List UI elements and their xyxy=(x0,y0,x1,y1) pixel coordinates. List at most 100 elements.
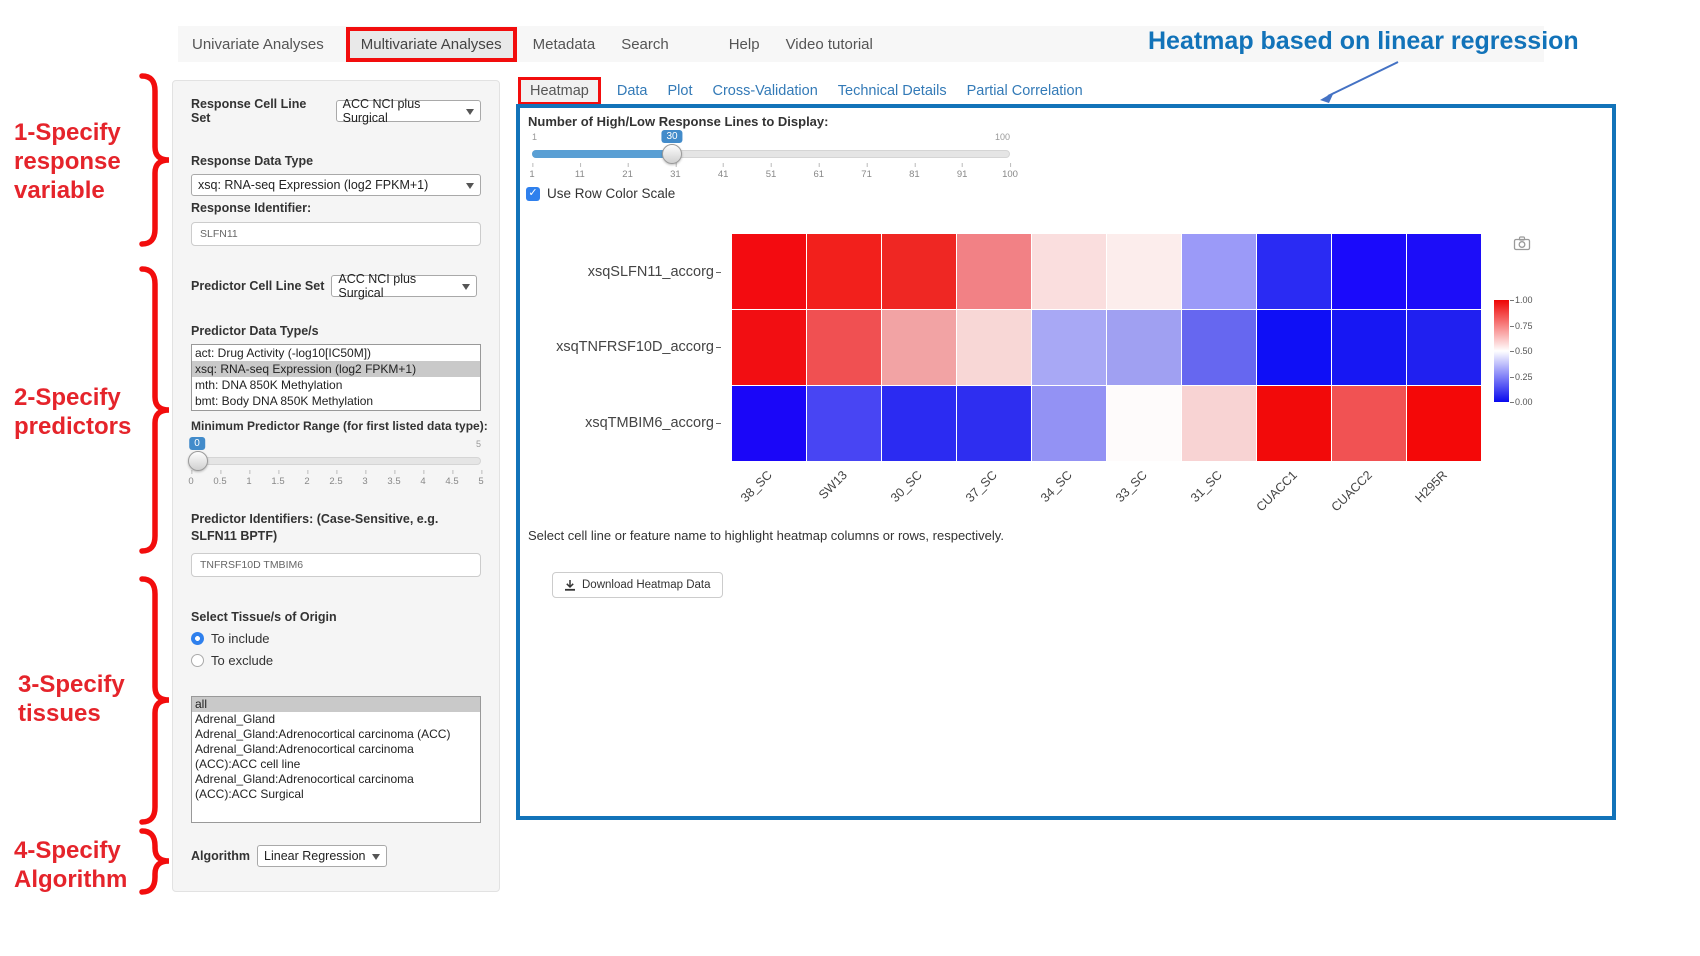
heatmap-row-label-xsqtmbim6-accorg[interactable]: xsqTMBIM6_accorg xyxy=(520,385,722,460)
predictor-data-type-option[interactable]: bmt: Body DNA 850K Methylation xyxy=(195,394,374,408)
heatmap-row-label-xsqslfn11-accorg[interactable]: xsqSLFN11_accorg xyxy=(520,234,722,309)
colorbar-tick: 0.00 xyxy=(1510,397,1533,407)
heatmap-cell-xsqslfn11-accorg-sw13[interactable] xyxy=(807,234,881,309)
heatmap-cell-xsqtnfrsf10d-accorg-37-sc[interactable] xyxy=(957,310,1031,385)
radio-to-include[interactable]: To include xyxy=(191,631,481,646)
tissue-option[interactable]: Adrenal_Gland xyxy=(195,712,276,726)
result-tabs: Heatmap Data Plot Cross-Validation Technical… xyxy=(518,77,1103,105)
camera-icon[interactable] xyxy=(1513,236,1531,251)
heatmap-column-label-cuacc2[interactable]: CUACC2 xyxy=(1328,468,1375,515)
heatmap-row-label-xsqtnfrsf10d-accorg[interactable]: xsqTNFRSF10D_accorg xyxy=(520,309,722,384)
heatmap-column-label-sw13[interactable]: SW13 xyxy=(815,468,850,502)
heatmap-column-label-38-sc[interactable]: 38_SC xyxy=(737,468,775,505)
heatmap-column-label-34-sc[interactable]: 34_SC xyxy=(1037,468,1075,505)
heatmap-cell-xsqslfn11-accorg-37-sc[interactable] xyxy=(957,234,1031,309)
tissue-option[interactable]: all xyxy=(192,697,480,712)
download-heatmap-data-button[interactable]: Download Heatmap Data xyxy=(552,572,723,598)
heatmap-cell-xsqslfn11-accorg-31-sc[interactable] xyxy=(1182,234,1256,309)
heatmap-column-label-31-sc[interactable]: 31_SC xyxy=(1187,468,1225,505)
heatmap-cell-xsqslfn11-accorg-cuacc2[interactable] xyxy=(1332,234,1406,309)
tissue-option[interactable]: Adrenal_Gland:Adrenocortical carcinoma (… xyxy=(195,772,414,801)
heatmap-column-label-30-sc[interactable]: 30_SC xyxy=(887,468,925,505)
nav-item-metadata[interactable]: Metadata xyxy=(532,35,596,53)
tab-heatmap[interactable]: Heatmap xyxy=(518,77,601,105)
slider-max-label: 5 xyxy=(475,439,481,449)
predictor-identifiers-input[interactable] xyxy=(191,553,481,577)
response-cell-line-set-select[interactable]: ACC NCI plus Surgical xyxy=(335,97,481,125)
heatmap-cell-xsqslfn11-accorg-h295r[interactable] xyxy=(1407,234,1481,309)
tab-partial-correlation[interactable]: Partial Correlation xyxy=(966,83,1083,99)
predictor-cell-line-set-select[interactable]: ACC NCI plus Surgical xyxy=(331,272,478,300)
chevron-down-icon xyxy=(462,283,471,294)
heatmap-cell-xsqtnfrsf10d-accorg-cuacc1[interactable] xyxy=(1257,310,1331,385)
nav-item-multivariate-analyses[interactable]: Multivariate Analyses xyxy=(345,26,517,62)
predictor-data-type-option[interactable]: mth: DNA 850K Methylation xyxy=(195,378,343,392)
predictor-cell-line-set-label: Predictor Cell Line Set xyxy=(191,279,325,293)
slider-handle[interactable] xyxy=(188,451,208,471)
slider-tick-label: 0.5 xyxy=(213,470,227,487)
heatmap-cell-xsqtmbim6-accorg-cuacc2[interactable] xyxy=(1332,386,1406,461)
radio-label: To include xyxy=(211,631,270,646)
nav-item-video-tutorial[interactable]: Video tutorial xyxy=(785,35,873,53)
heatmap-cell-xsqtmbim6-accorg-33-sc[interactable] xyxy=(1107,386,1181,461)
radio-button-icon xyxy=(191,654,204,667)
nav-item-help[interactable]: Help xyxy=(728,35,760,53)
heatmap-cell-xsqslfn11-accorg-30-sc[interactable] xyxy=(882,234,956,309)
response-identifier-input[interactable] xyxy=(191,222,481,246)
heatmap-cell-xsqslfn11-accorg-38-sc[interactable] xyxy=(732,234,806,309)
predictor-data-type-option[interactable]: act: Drug Activity (-log10[IC50M]) xyxy=(195,346,372,360)
heatmap-cell-xsqslfn11-accorg-33-sc[interactable] xyxy=(1107,234,1181,309)
slider-tick-label: 2.5 xyxy=(329,470,343,487)
colorbar-tick: 1.00 xyxy=(1510,295,1533,305)
heatmap-cell-xsqtnfrsf10d-accorg-38-sc[interactable] xyxy=(732,310,806,385)
radio-to-exclude[interactable]: To exclude xyxy=(191,653,481,668)
heatmap-colorbar xyxy=(1494,300,1509,402)
slider-tick-label: 91 xyxy=(956,163,968,180)
slider-track[interactable] xyxy=(191,457,481,465)
heatmap-column-label-37-sc[interactable]: 37_SC xyxy=(962,468,1000,505)
heatmap-cell-xsqtmbim6-accorg-sw13[interactable] xyxy=(807,386,881,461)
analysis-form-sidebar: Response Cell Line Set ACC NCI plus Surg… xyxy=(172,80,500,892)
heatmap-column-label-33-sc[interactable]: 33_SC xyxy=(1112,468,1150,505)
heatmap-cell-xsqtnfrsf10d-accorg-30-sc[interactable] xyxy=(882,310,956,385)
heatmap-cell-xsqtnfrsf10d-accorg-34-sc[interactable] xyxy=(1032,310,1106,385)
row-color-scale-checkbox[interactable]: ✓ Use Row Color Scale xyxy=(526,186,675,201)
chevron-down-icon xyxy=(466,182,474,193)
tab-technical-details[interactable]: Technical Details xyxy=(837,83,947,99)
algorithm-select[interactable]: Linear Regression xyxy=(257,845,388,867)
heatmap-cell-xsqtnfrsf10d-accorg-cuacc2[interactable] xyxy=(1332,310,1406,385)
heatmap-cell-xsqtnfrsf10d-accorg-33-sc[interactable] xyxy=(1107,310,1181,385)
nav-item-search[interactable]: Search xyxy=(621,35,669,53)
slider-tick-label: 61 xyxy=(813,163,825,180)
heatmap-cell-xsqtmbim6-accorg-34-sc[interactable] xyxy=(1032,386,1106,461)
tissue-listbox: all Adrenal_Gland Adrenal_Gland:Adrenocort… xyxy=(191,696,481,823)
predictor-data-type-option[interactable]: xsq: RNA-seq Expression (log2 FPKM+1) xyxy=(192,361,480,377)
heatmap-cell-xsqslfn11-accorg-cuacc1[interactable] xyxy=(1257,234,1331,309)
heatmap-cell-xsqtmbim6-accorg-h295r[interactable] xyxy=(1407,386,1481,461)
heatmap-cell-xsqtnfrsf10d-accorg-sw13[interactable] xyxy=(807,310,881,385)
heatmap-column-label-h295r[interactable]: H295R xyxy=(1412,468,1450,506)
heatmap-cell-xsqtmbim6-accorg-cuacc1[interactable] xyxy=(1257,386,1331,461)
heatmap-cell-xsqtmbim6-accorg-31-sc[interactable] xyxy=(1182,386,1256,461)
slider-tick-labels: 0 0.5 1 1.5 2 2.5 3 3.5 4 4.5 5 xyxy=(188,470,484,487)
tissue-option[interactable]: Adrenal_Gland:Adrenocortical carcinoma (… xyxy=(195,742,414,771)
heatmap-cell-xsqtmbim6-accorg-38-sc[interactable] xyxy=(732,386,806,461)
tab-data[interactable]: Data xyxy=(616,83,648,99)
tab-cross-validation[interactable]: Cross-Validation xyxy=(712,83,818,99)
response-lines-slider[interactable]: 1 100 30 1 11 21 31 41 51 61 71 81 91 100 xyxy=(529,130,1018,182)
response-data-type-select[interactable]: xsq: RNA-seq Expression (log2 FPKM+1) xyxy=(191,174,481,196)
heatmap-cell-xsqslfn11-accorg-34-sc[interactable] xyxy=(1032,234,1106,309)
tissue-option[interactable]: Adrenal_Gland:Adrenocortical carcinoma (… xyxy=(195,727,451,741)
heatmap-cell-xsqtnfrsf10d-accorg-31-sc[interactable] xyxy=(1182,310,1256,385)
nav-item-univariate-analyses[interactable]: Univariate Analyses xyxy=(192,35,324,53)
tab-plot[interactable]: Plot xyxy=(667,83,693,99)
slider-handle[interactable] xyxy=(662,144,683,164)
slider-tick-label: 71 xyxy=(861,163,872,180)
heatmap-column-label-cuacc1[interactable]: CUACC1 xyxy=(1253,468,1300,515)
slider-tick-label: 21 xyxy=(622,163,633,180)
heatmap-cell-xsqtmbim6-accorg-37-sc[interactable] xyxy=(957,386,1031,461)
slider-tick-label: 11 xyxy=(574,163,585,180)
heatmap-cell-xsqtmbim6-accorg-30-sc[interactable] xyxy=(882,386,956,461)
heatmap-cell-xsqtnfrsf10d-accorg-h295r[interactable] xyxy=(1407,310,1481,385)
min-predictor-range-slider[interactable]: 0 5 0 0.5 1 1.5 2 2.5 3 3.5 4 4.5 5 xyxy=(188,437,484,489)
